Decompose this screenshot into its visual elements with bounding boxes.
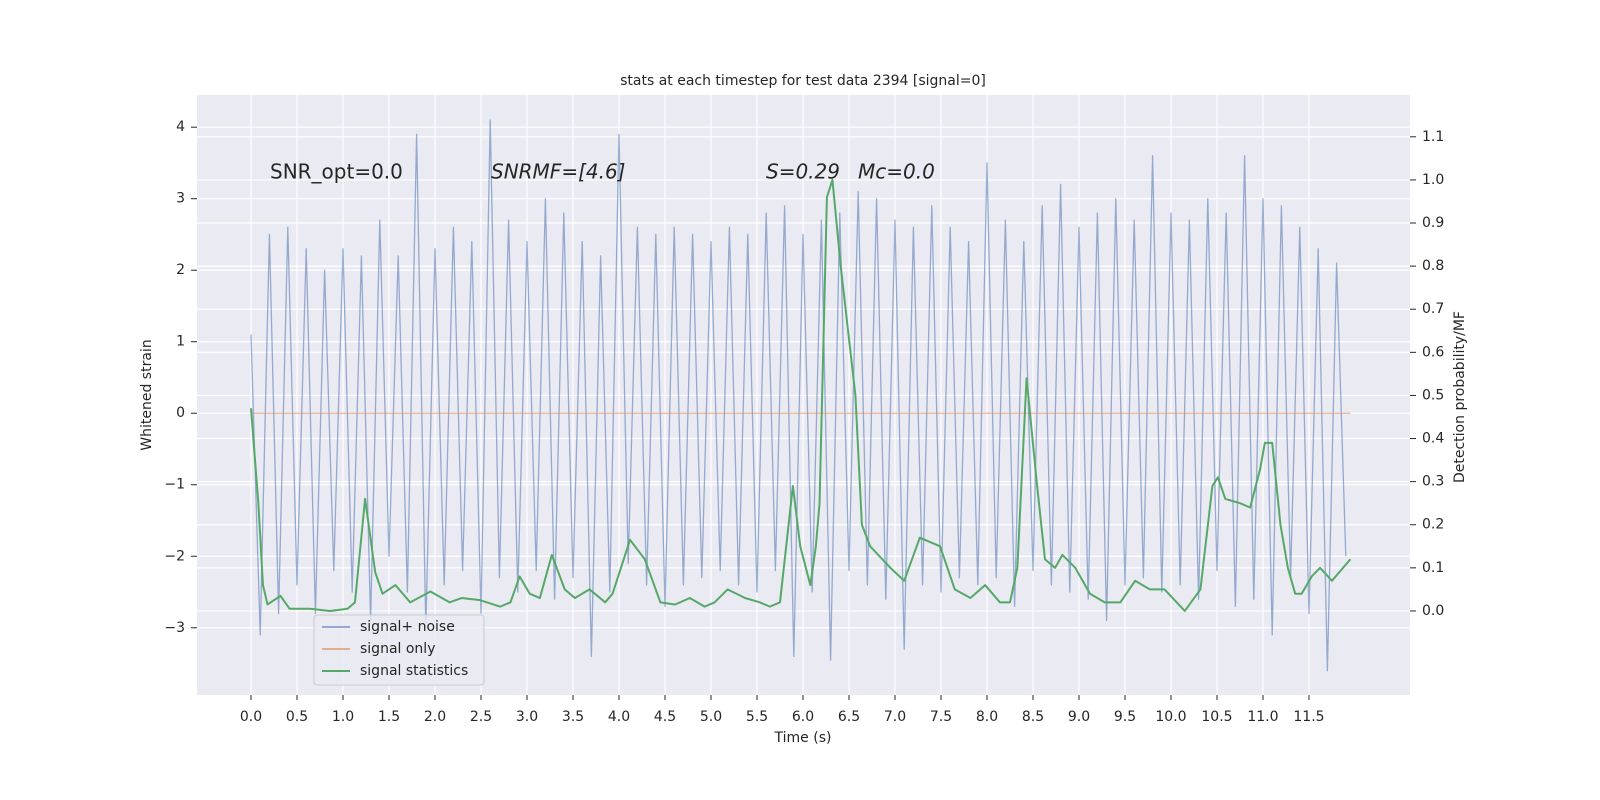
y-tick-label: 2 <box>176 262 185 278</box>
x-tick-label: 7.0 <box>884 709 906 725</box>
y2-tick-label: 0.2 <box>1422 517 1444 533</box>
x-tick-label: 0.0 <box>240 709 262 725</box>
marks <box>250 119 1352 672</box>
x-tick-label: 11.0 <box>1247 709 1278 725</box>
x-tick-label: 4.0 <box>608 709 630 725</box>
x-tick-label: 3.0 <box>516 709 538 725</box>
x-tick-label: 2.5 <box>470 709 492 725</box>
x-tick-label: 1.5 <box>378 709 400 725</box>
x-tick-label: 6.0 <box>792 709 814 725</box>
x-tick-label: 10.0 <box>1155 709 1186 725</box>
y2-tick-label: 1.1 <box>1422 129 1444 145</box>
series-line <box>250 178 1352 612</box>
x-tick-label: 2.0 <box>424 709 446 725</box>
annotation: S=0.29 <box>766 160 840 184</box>
x-tick-label: 9.0 <box>1068 709 1090 725</box>
x-tick-label: 8.5 <box>1022 709 1044 725</box>
y-axis-label: Whitened strain <box>139 339 155 450</box>
x-tick-label: 5.0 <box>700 709 722 725</box>
y2-tick-label: 0.0 <box>1422 603 1444 619</box>
y-tick-label: 0 <box>176 405 185 421</box>
legend-box <box>313 614 485 686</box>
y-tick-label: 3 <box>176 191 185 207</box>
y2-tick-label: 0.9 <box>1422 215 1444 231</box>
y-tick-label: −1 <box>164 477 185 493</box>
x-tick-label: 4.5 <box>654 709 676 725</box>
x-tick-label: 9.5 <box>1114 709 1136 725</box>
legend-label: signal statistics <box>360 663 468 679</box>
x-tick-label: 3.5 <box>562 709 584 725</box>
chart-title: stats at each timestep for test data 239… <box>620 73 986 89</box>
y-tick-label: −2 <box>164 548 185 564</box>
y-tick-label: −3 <box>164 620 185 636</box>
x-tick-label: 6.5 <box>838 709 860 725</box>
y-tick-label: 4 <box>176 119 185 135</box>
y2-tick-label: 0.4 <box>1422 431 1444 447</box>
x-tick-label: 11.5 <box>1293 709 1324 725</box>
y2-tick-label: 0.8 <box>1422 258 1444 274</box>
series-line <box>250 119 1347 672</box>
annotation: SNR_opt=0.0 <box>270 160 403 184</box>
annotation: Mc=0.0 <box>858 160 935 184</box>
y2-tick-label: 0.3 <box>1422 474 1444 490</box>
x-tick-label: 0.5 <box>286 709 308 725</box>
y2-axis-label: Detection probability/MF <box>1452 311 1468 483</box>
x-tick-label: 1.0 <box>332 709 354 725</box>
legend-label: signal only <box>360 641 435 657</box>
y2-tick-label: 1.0 <box>1422 172 1444 188</box>
x-axis-label: Time (s) <box>774 730 832 746</box>
annotation: SNRMF=[4.6] <box>491 160 625 184</box>
x-tick-label: 10.5 <box>1201 709 1232 725</box>
y-tick-label: 1 <box>176 334 185 350</box>
y2-tick-label: 0.1 <box>1422 560 1444 576</box>
y2-tick-label: 0.7 <box>1422 301 1444 317</box>
y2-tick-label: 0.5 <box>1422 387 1444 403</box>
legend-label: signal+ noise <box>360 619 455 635</box>
x-tick-label: 5.5 <box>746 709 768 725</box>
overlay: SNR_opt=0.0 SNRMF=[4.6] S=0.29 Mc=0.0 signal… <box>270 160 935 686</box>
y2-tick-label: 0.6 <box>1422 344 1444 360</box>
x-tick-label: 8.0 <box>976 709 998 725</box>
x-tick-label: 7.5 <box>930 709 952 725</box>
